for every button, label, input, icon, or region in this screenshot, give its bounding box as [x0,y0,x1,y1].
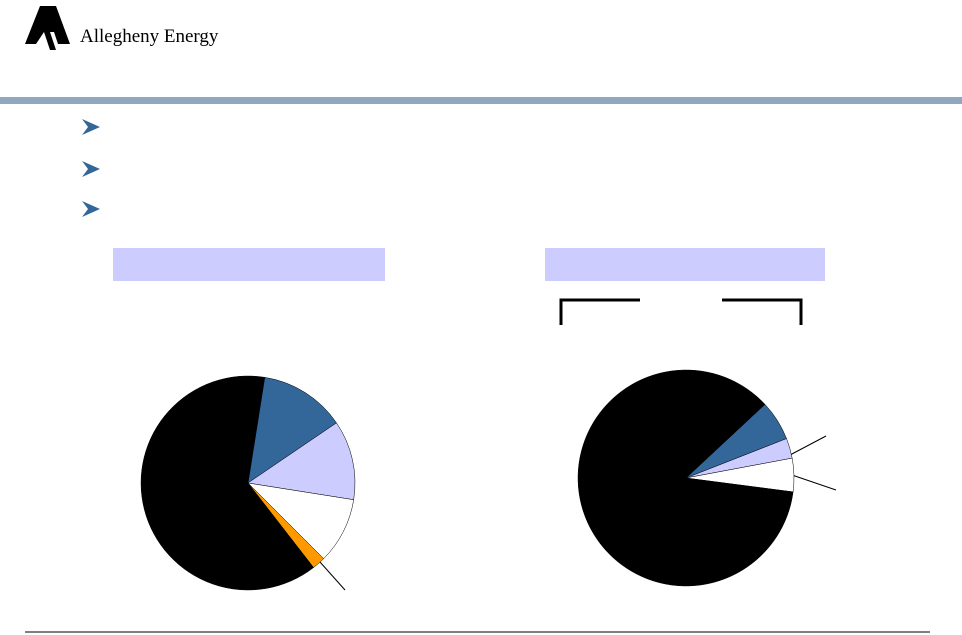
bullet-arrow [82,161,100,177]
bullets [82,119,100,217]
logo: Allegheny Energy [25,6,219,50]
bullet-arrow [82,119,100,135]
header-band [0,97,962,104]
leader-line [789,435,827,456]
pie-slice [140,375,314,591]
pie-slice [577,369,794,587]
company-name: Allegheny Energy [80,26,219,47]
bracket [559,298,803,325]
pie-slice [247,377,337,484]
left-chart-header [113,248,385,281]
bullet-arrow [82,201,100,217]
logo-mark [25,6,70,50]
right-chart-header [545,248,825,281]
leader-line [791,474,837,491]
leader-line [319,561,346,591]
pie-slice [247,422,356,501]
